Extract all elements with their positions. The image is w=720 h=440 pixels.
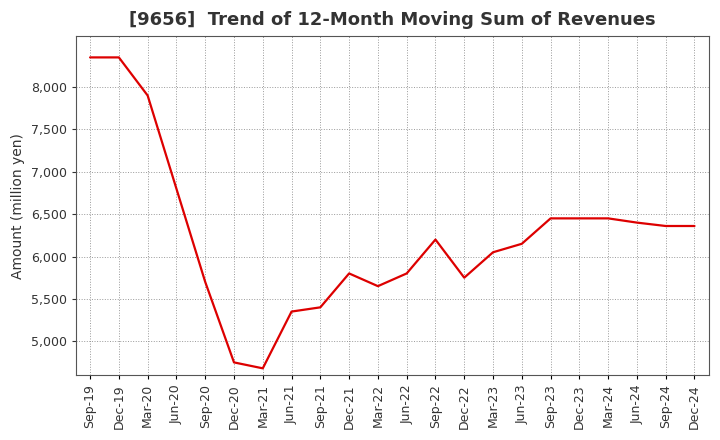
Y-axis label: Amount (million yen): Amount (million yen) [11,133,25,279]
Title: [9656]  Trend of 12-Month Moving Sum of Revenues: [9656] Trend of 12-Month Moving Sum of R… [129,11,656,29]
